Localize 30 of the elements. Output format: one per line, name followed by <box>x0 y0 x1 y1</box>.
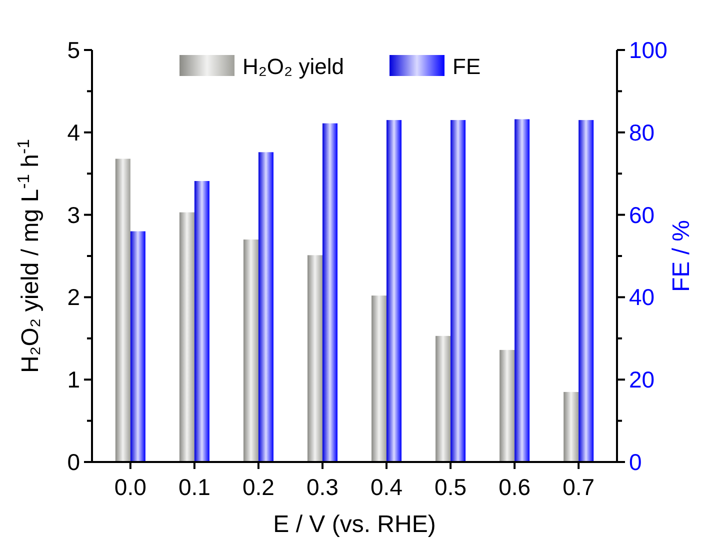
y2-axis-title: FE / % <box>668 220 695 292</box>
y-tick-label: 4 <box>67 119 80 146</box>
x-tick-label: 0.5 <box>434 474 467 500</box>
y-tick-label: 5 <box>67 37 80 63</box>
y2-tick-label: 80 <box>629 119 655 146</box>
y2-tick-label: 100 <box>629 37 668 63</box>
y-tick-label: 0 <box>67 449 80 475</box>
legend-label: H₂O₂ yield <box>242 54 344 79</box>
x-tick-label: 0.0 <box>114 474 146 500</box>
legend-label: FE <box>452 54 481 79</box>
y-tick-label: 2 <box>67 284 80 310</box>
y2-tick-label: 40 <box>629 284 655 310</box>
x-tick-label: 0.1 <box>178 474 210 500</box>
bar <box>564 392 579 462</box>
x-tick-label: 0.2 <box>242 474 274 500</box>
y2-tick-label: 60 <box>629 202 655 228</box>
bar <box>450 120 466 462</box>
bar <box>578 120 594 462</box>
x-tick-label: 0.3 <box>306 474 338 500</box>
x-axis-title: E / V (vs. RHE) <box>273 511 436 538</box>
bar <box>500 350 515 462</box>
y2-tick-label: 0 <box>629 449 642 475</box>
x-tick-label: 0.7 <box>562 474 595 500</box>
y2-tick-label: 20 <box>629 366 655 393</box>
bar <box>386 120 402 462</box>
x-tick-label: 0.6 <box>498 474 531 500</box>
bar <box>514 119 530 462</box>
y-tick-label: 1 <box>67 366 80 393</box>
y-tick-label: 3 <box>67 202 80 228</box>
x-tick-label: 0.4 <box>370 474 403 500</box>
